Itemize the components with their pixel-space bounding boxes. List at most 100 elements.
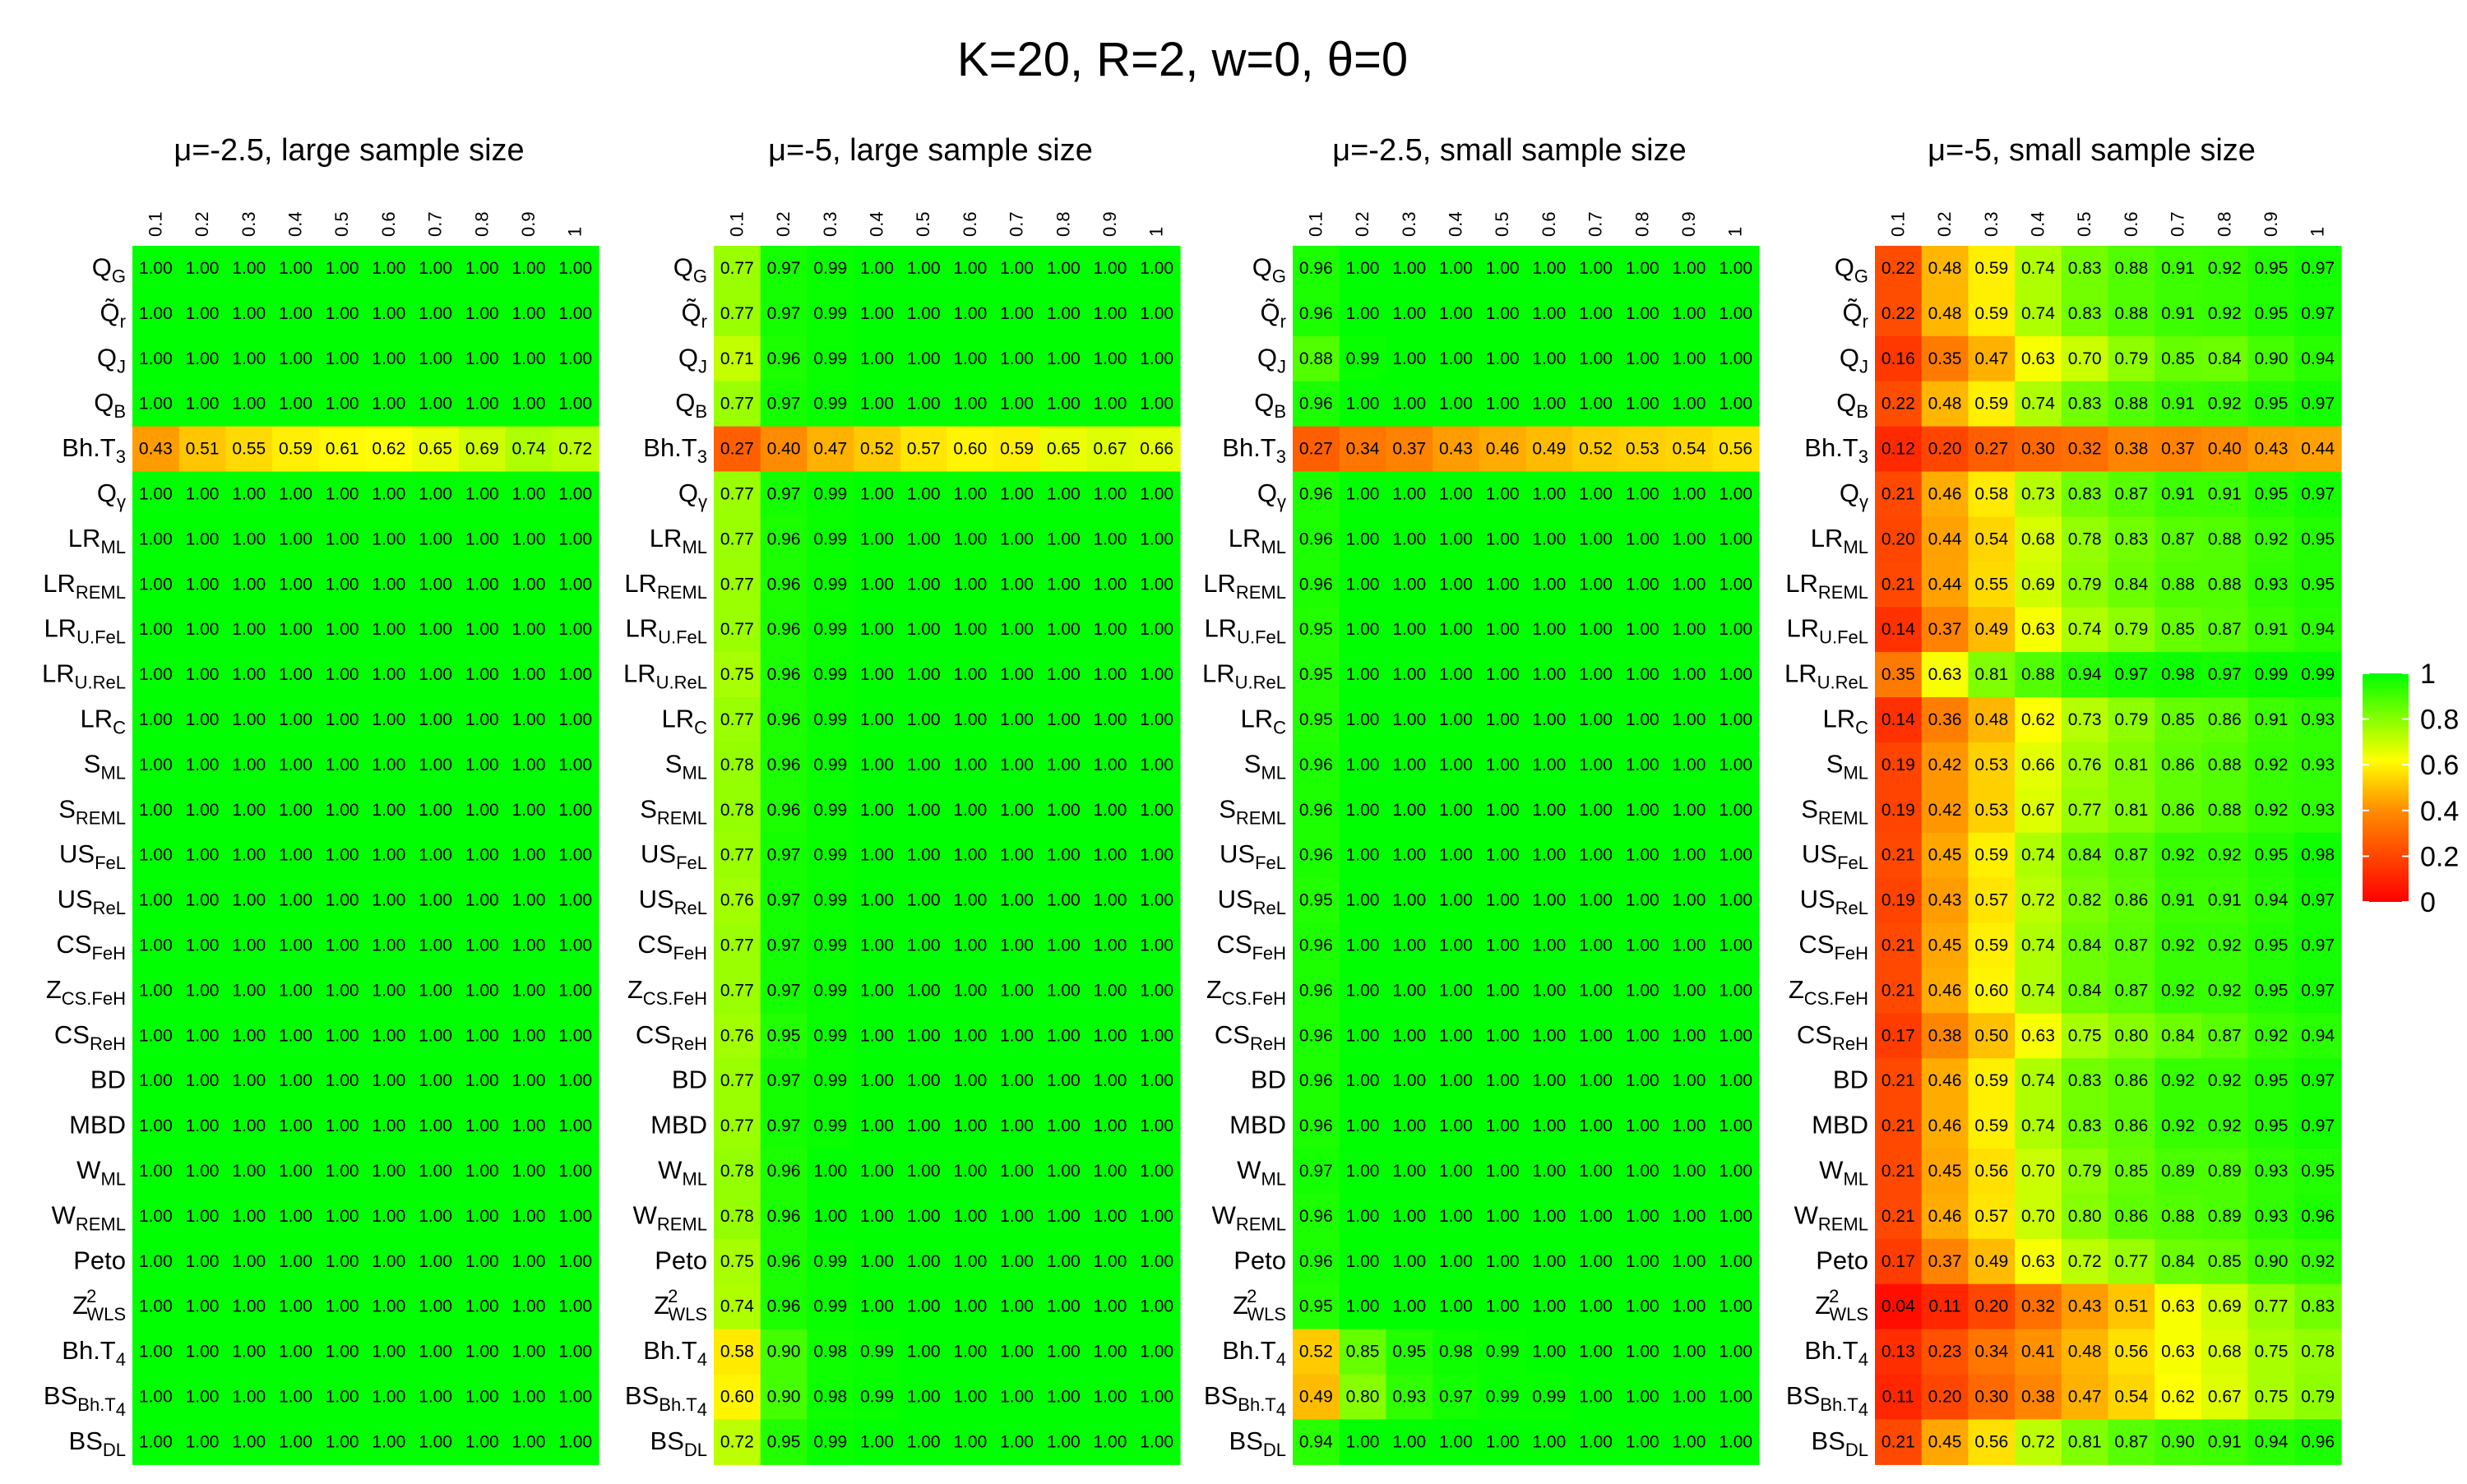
cell-value-label: 1.00 — [1346, 1116, 1380, 1135]
heatmap-cell — [900, 877, 948, 924]
cell-value-label: 1.00 — [860, 1116, 894, 1135]
cell-value-label: 1.00 — [907, 620, 941, 639]
heatmap-cell — [318, 742, 367, 788]
heatmap-cell — [412, 1193, 460, 1240]
cell-value-label: 1.00 — [1579, 529, 1613, 548]
cell-value-label: 1.00 — [232, 801, 266, 820]
y-tick-label: QJ — [1840, 343, 1868, 377]
cell-value-label: 1.00 — [139, 259, 173, 278]
cell-value-label: 0.97 — [2301, 1071, 2335, 1090]
cell-value-label: 1.00 — [1486, 710, 1520, 729]
heatmap-cell — [714, 697, 761, 743]
heatmap-cell — [458, 246, 507, 292]
heatmap-cell — [552, 832, 599, 879]
heatmap-cell — [132, 877, 180, 924]
cell-value-label: 0.91 — [2161, 395, 2195, 414]
heatmap-cell — [365, 562, 413, 608]
heatmap-cell — [714, 562, 761, 608]
cell-value-label: 1.00 — [1047, 395, 1081, 414]
x-tick-label: 0.3 — [1981, 211, 2002, 237]
cell-value-label: 1.00 — [953, 665, 987, 684]
heatmap-cell — [178, 922, 226, 969]
y-tick-label: ZCS.FeH — [627, 975, 707, 1009]
cell-value-label: 1.00 — [279, 620, 312, 639]
x-tick-label: 0.7 — [1585, 211, 1606, 237]
cell-value-label: 0.63 — [2161, 1297, 2195, 1316]
cell-value-label: 1.00 — [512, 1387, 546, 1406]
cell-value-label: 0.48 — [1928, 395, 1962, 414]
cell-value-label: 1.00 — [465, 484, 499, 503]
heatmap-cell — [225, 562, 273, 608]
cell-value-label: 0.97 — [767, 1116, 801, 1135]
cell-value-label: 1.00 — [419, 710, 452, 729]
cell-value-label: 1.00 — [1047, 1387, 1081, 1406]
cell-value-label: 1.00 — [279, 395, 312, 414]
heatmap-cell — [552, 426, 599, 473]
cell-value-label: 1.00 — [860, 349, 894, 368]
cell-value-label: 1.00 — [1000, 1297, 1034, 1316]
heatmap-cell — [1086, 246, 1134, 292]
x-tick-label: 0.3 — [238, 211, 259, 237]
heatmap-cell — [365, 381, 413, 428]
cell-value-label: 0.93 — [2255, 575, 2289, 594]
cell-value-label: 0.42 — [1928, 801, 1962, 820]
cell-value-label: 0.94 — [2301, 1026, 2335, 1045]
cell-value-label: 1.00 — [326, 756, 359, 774]
y-tick-label: BSDL — [1812, 1426, 1868, 1460]
cell-value-label: 0.27 — [1974, 440, 2008, 459]
heatmap-cell — [178, 1419, 226, 1465]
heatmap-cell — [993, 426, 1041, 473]
cell-value-label: 1.00 — [419, 529, 452, 548]
cell-value-label: 1.00 — [1719, 529, 1752, 548]
cell-value-label: 1.00 — [953, 529, 987, 548]
cell-value-label: 0.50 — [1974, 1026, 2008, 1045]
cell-value-label: 1.00 — [1673, 529, 1706, 548]
cell-value-label: 0.14 — [1881, 620, 1915, 639]
cell-value-label: 1.00 — [1439, 1071, 1473, 1090]
cell-value-label: 1.00 — [1346, 891, 1380, 910]
cell-value-label: 0.94 — [2255, 891, 2289, 910]
cell-value-label: 1.00 — [558, 1387, 592, 1406]
cell-value-label: 1.00 — [1140, 484, 1173, 503]
cell-value-label: 1.00 — [1000, 891, 1034, 910]
cell-value-label: 0.47 — [1974, 349, 2008, 368]
heatmap-cell — [900, 652, 948, 698]
y-tick-label: CSReH — [54, 1020, 126, 1054]
heatmap-cell — [1086, 742, 1134, 788]
cell-value-label: 0.80 — [1346, 1387, 1380, 1406]
cell-value-label: 0.67 — [1094, 440, 1127, 459]
heatmap-cell — [900, 922, 948, 969]
cell-value-label: 1.00 — [1392, 1432, 1426, 1451]
cell-value-label: 1.00 — [232, 259, 266, 278]
y-tick-label: Qγ — [678, 478, 707, 512]
cell-value-label: 0.78 — [720, 801, 754, 820]
cell-value-label: 1.00 — [372, 936, 405, 955]
heatmap-cell — [1039, 697, 1088, 743]
heatmap-cell — [807, 471, 854, 517]
cell-value-label: 1.00 — [465, 756, 499, 774]
cell-value-label: 1.00 — [1000, 1432, 1034, 1451]
heatmap-cell — [854, 742, 901, 788]
heatmap-cell — [552, 471, 599, 517]
cell-value-label: 0.74 — [2021, 1071, 2055, 1090]
panel-title: μ=-2.5, small sample size — [1332, 133, 1687, 168]
cell-value-label: 0.19 — [1881, 801, 1915, 820]
heatmap-cell — [947, 922, 994, 969]
cell-value-label: 0.95 — [2255, 1071, 2289, 1090]
heatmap-cell — [225, 246, 273, 292]
heatmap-cell — [272, 607, 320, 653]
cell-value-label: 1.00 — [372, 1116, 405, 1135]
cell-value-label: 1.00 — [907, 1026, 941, 1045]
cell-value-label: 1.00 — [279, 1162, 312, 1181]
cell-value-label: 1.00 — [1392, 304, 1426, 323]
cell-value-label: 1.00 — [372, 1252, 405, 1271]
cell-value-label: 0.92 — [2161, 846, 2195, 865]
cell-value-label: 0.20 — [1928, 440, 1962, 459]
cell-value-label: 1.00 — [186, 1071, 220, 1090]
cell-value-label: 1.00 — [139, 801, 173, 820]
cell-value-label: 0.65 — [1047, 440, 1081, 459]
heatmap-cell — [1086, 471, 1134, 517]
heatmap-cell — [458, 1103, 507, 1149]
cell-value-label: 0.95 — [2301, 529, 2335, 548]
